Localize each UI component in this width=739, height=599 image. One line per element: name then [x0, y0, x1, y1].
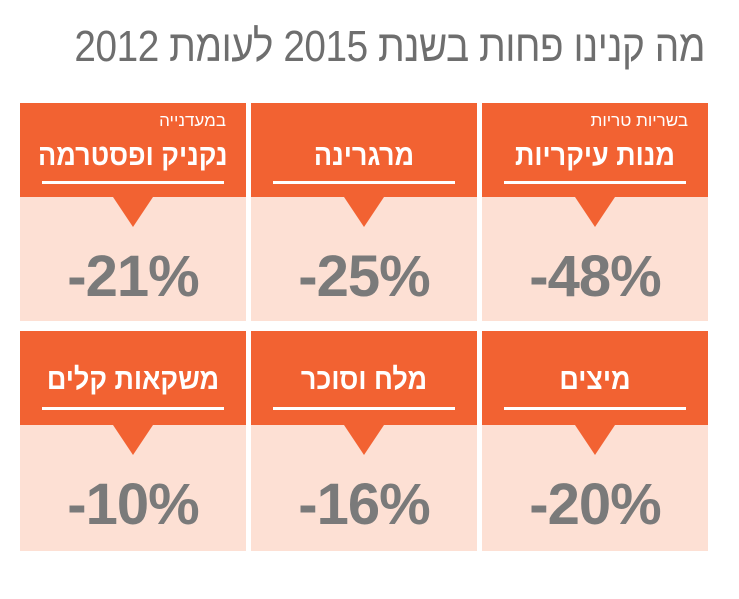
card-value: -16% — [298, 472, 430, 537]
card-label: משקאות קלים — [46, 363, 220, 396]
page-title: מה קנינו פחות בשנת 2015 לעומת 2012 — [74, 22, 705, 71]
stat-card-margarine: מרגרינה -25% — [251, 103, 477, 321]
card-sublabel: במעדנייה — [159, 111, 226, 130]
stat-card-sausage-pastrami: במעדנייה נקניק ופסטרמה -21% — [20, 103, 246, 321]
stats-grid: בשריות טריות מנות עיקריות -48% מרגרינה -… — [20, 103, 710, 551]
pointer-arrow — [113, 425, 153, 455]
stat-card-juices: מיצים -20% — [482, 331, 708, 551]
card-label: מרגרינה — [313, 139, 415, 172]
pointer-arrow — [344, 197, 384, 227]
card-divider — [42, 407, 224, 410]
card-divider — [273, 181, 455, 184]
card-divider — [42, 181, 224, 184]
stat-card-soft-drinks: משקאות קלים -10% — [20, 331, 246, 551]
pointer-arrow — [113, 197, 153, 227]
pointer-arrow — [575, 197, 615, 227]
card-divider — [504, 181, 686, 184]
card-value: -10% — [67, 472, 199, 537]
card-value: -20% — [529, 472, 661, 537]
card-divider — [273, 407, 455, 410]
card-value: -25% — [298, 244, 430, 309]
card-label: מנות עיקריות — [514, 139, 676, 172]
card-label: מיצים — [559, 363, 631, 396]
pointer-arrow — [575, 425, 615, 455]
card-value: -48% — [529, 244, 661, 309]
stat-card-salt-sugar: מלח וסוכר -16% — [251, 331, 477, 551]
pointer-arrow — [344, 425, 384, 455]
card-divider — [504, 407, 686, 410]
stat-card-main-dishes: בשריות טריות מנות עיקריות -48% — [482, 103, 708, 321]
card-value: -21% — [67, 244, 199, 309]
card-sublabel: בשריות טריות — [590, 111, 688, 130]
card-label: נקניק ופסטרמה — [38, 139, 228, 172]
card-label: מלח וסוכר — [300, 363, 428, 396]
